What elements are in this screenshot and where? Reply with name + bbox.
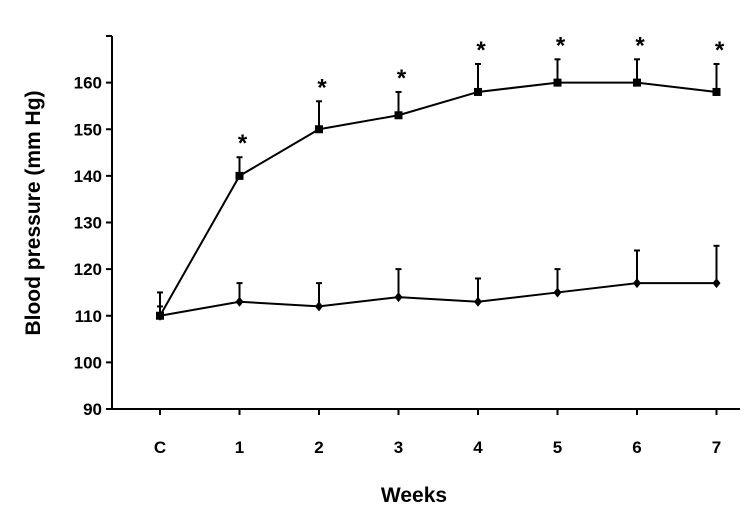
significance-star: * — [635, 32, 645, 59]
y-tick-label: 90 — [83, 400, 102, 419]
series-square: * * * * * * * — [156, 32, 725, 320]
significance-star: * — [397, 65, 407, 92]
data-point-square — [235, 171, 244, 180]
data-point-square — [633, 78, 641, 87]
x-tick-label: 7 — [712, 438, 721, 457]
x-tick-label: 6 — [632, 438, 641, 457]
data-point-diamond — [156, 310, 164, 321]
significance-star: * — [317, 74, 327, 101]
series-line — [159, 282, 717, 317]
data-point-diamond — [315, 301, 323, 312]
chart-axes — [111, 36, 740, 410]
data-point-square — [712, 87, 721, 96]
x-tick-label: C — [154, 438, 166, 457]
data-point-square — [315, 125, 323, 134]
y-tick-label: 100 — [74, 353, 102, 372]
data-point-diamond — [553, 287, 562, 298]
data-point-square — [474, 87, 482, 96]
series-layer: * * * * * * * — [156, 32, 725, 321]
x-axis-ticks: C 1 2 3 4 5 6 7 — [154, 409, 721, 457]
significance-star: * — [476, 37, 486, 64]
significance-star: * — [715, 37, 725, 64]
y-tick-label: 150 — [74, 120, 102, 139]
series-line — [159, 81, 717, 317]
data-point-diamond — [235, 296, 244, 307]
significance-star: * — [556, 32, 566, 59]
y-tick-label: 160 — [74, 74, 102, 93]
x-tick-label: 5 — [553, 438, 562, 457]
y-axis-ticks: 90 100 110 120 130 140 150 160 — [74, 35, 112, 419]
x-tick-label: 4 — [473, 438, 483, 457]
y-tick-label: 120 — [74, 260, 102, 279]
x-tick-label: 2 — [314, 438, 323, 457]
y-tick-label: 140 — [74, 167, 102, 186]
series-diamond — [156, 244, 721, 321]
data-point-diamond — [712, 278, 721, 289]
x-axis-title: Weeks — [381, 484, 447, 507]
y-tick-label: 110 — [75, 307, 102, 326]
significance-star: * — [238, 130, 248, 157]
data-point-diamond — [394, 292, 403, 303]
y-axis-title: Blood pressure (mm Hg) — [22, 90, 45, 335]
x-tick-label: 1 — [235, 438, 244, 457]
data-point-square — [394, 111, 403, 120]
data-point-square — [553, 78, 562, 87]
data-point-diamond — [633, 278, 641, 289]
data-point-diamond — [474, 296, 482, 307]
x-tick-label: 3 — [394, 438, 403, 457]
y-tick-label: 130 — [74, 214, 102, 233]
